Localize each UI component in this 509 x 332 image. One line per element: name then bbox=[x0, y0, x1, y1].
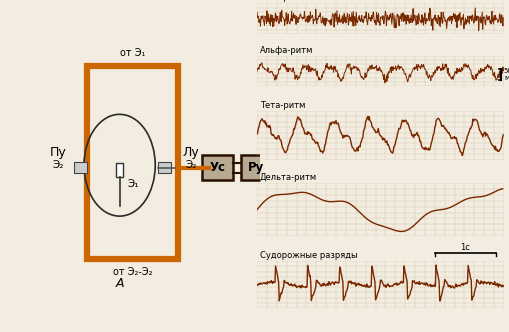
Text: Дельта-ритм: Дельта-ритм bbox=[260, 174, 317, 183]
Text: Лу: Лу bbox=[183, 146, 199, 159]
Bar bbox=[203, 155, 233, 181]
Text: 50
мкВ: 50 мкВ bbox=[504, 68, 509, 81]
Text: Э₂: Э₂ bbox=[53, 160, 64, 170]
Text: Бета-ритм: Бета-ритм bbox=[260, 0, 306, 2]
Text: Судорожные разряды: Судорожные разряды bbox=[260, 251, 357, 260]
Text: Ру: Ру bbox=[248, 161, 264, 174]
Text: Уc: Уc bbox=[210, 161, 225, 174]
Text: Э₁: Э₁ bbox=[127, 179, 139, 189]
Text: 1c: 1c bbox=[460, 243, 470, 252]
Bar bbox=[158, 162, 171, 173]
Text: A: A bbox=[116, 277, 124, 290]
Text: Пу: Пу bbox=[50, 146, 67, 159]
Text: Альфа-ритм: Альфа-ритм bbox=[260, 46, 313, 55]
Text: Тета-ритм: Тета-ритм bbox=[260, 101, 305, 110]
Bar bbox=[116, 163, 123, 177]
Text: от Э₂-Э₂: от Э₂-Э₂ bbox=[112, 267, 152, 277]
Text: от Э₁: от Э₁ bbox=[120, 48, 145, 58]
Bar bbox=[87, 66, 178, 259]
Bar bbox=[74, 162, 87, 173]
Bar bbox=[241, 155, 271, 181]
Text: Э₂: Э₂ bbox=[185, 160, 196, 170]
